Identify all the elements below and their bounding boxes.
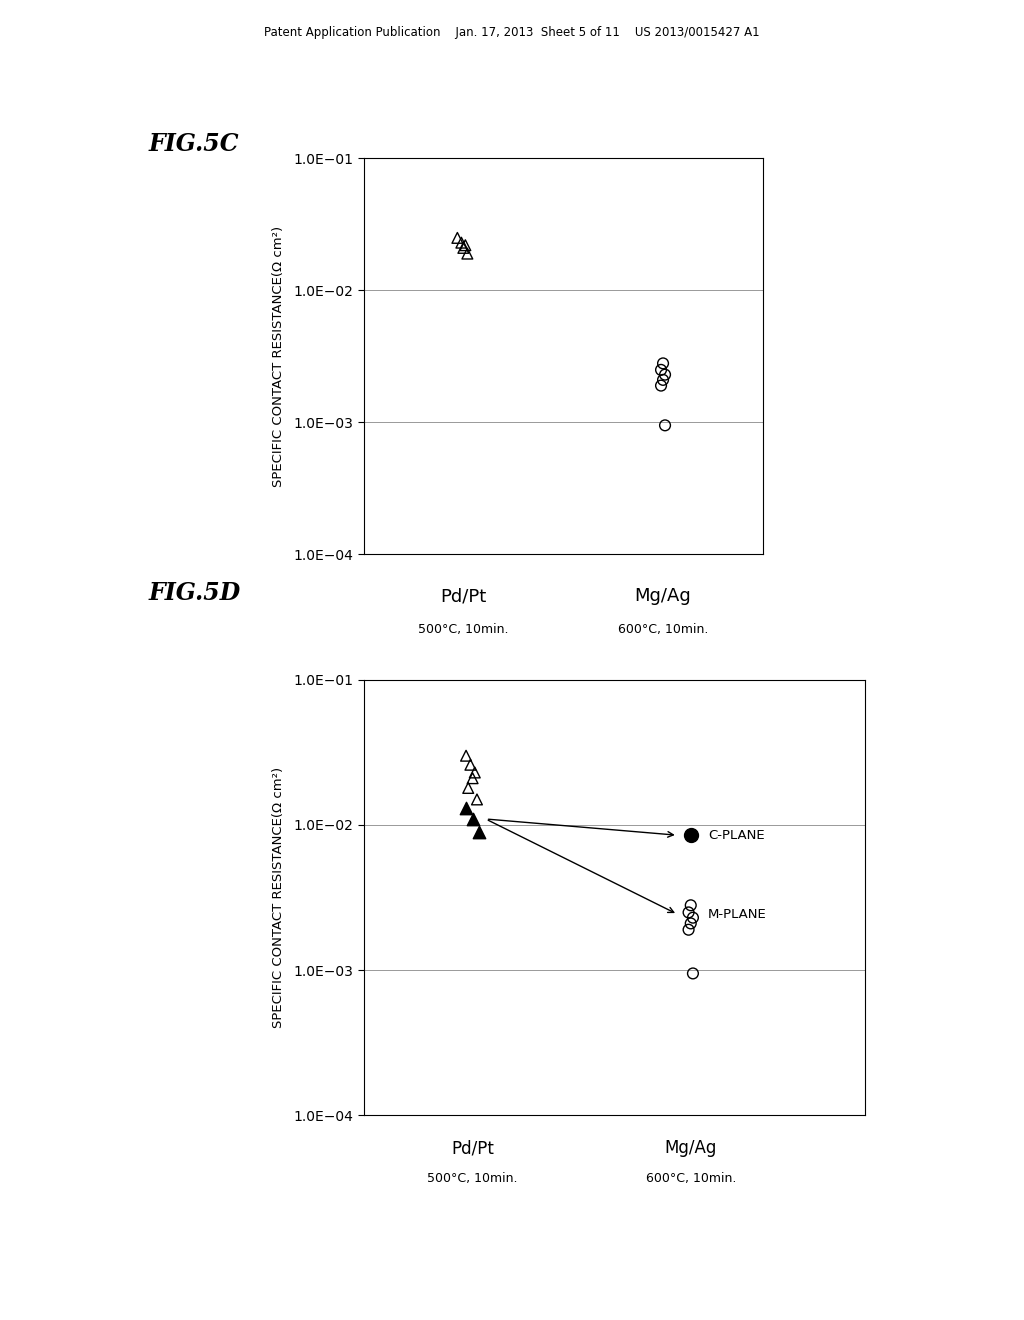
Point [454, 232, 470, 253]
Text: Patent Application Publication    Jan. 17, 2013  Sheet 5 of 11    US 2013/001542: Patent Application Publication Jan. 17, … [264, 26, 760, 40]
Point [685, 962, 701, 983]
Point [656, 364, 673, 385]
Point [458, 746, 474, 767]
Point [653, 359, 670, 380]
Text: 600°C, 10min.: 600°C, 10min. [617, 623, 709, 636]
Point [459, 243, 475, 264]
Text: FIG.5D: FIG.5D [148, 581, 241, 605]
Text: 600°C, 10min.: 600°C, 10min. [645, 1172, 736, 1185]
Point [467, 762, 483, 783]
Point [655, 370, 672, 391]
Text: 500°C, 10min.: 500°C, 10min. [427, 1172, 518, 1185]
Point [683, 895, 699, 916]
Y-axis label: SPECIFIC CONTACT RESISTANCE(Ω cm²): SPECIFIC CONTACT RESISTANCE(Ω cm²) [271, 767, 285, 1028]
Text: Pd/Pt: Pd/Pt [452, 1139, 494, 1158]
Point [680, 902, 696, 923]
Point [457, 235, 473, 256]
Text: Mg/Ag: Mg/Ag [665, 1139, 717, 1158]
Point [685, 907, 701, 928]
Point [460, 777, 476, 799]
Point [655, 352, 672, 374]
Point [683, 913, 699, 935]
Point [683, 825, 699, 846]
Point [656, 414, 673, 436]
Point [465, 768, 481, 789]
Point [458, 797, 474, 818]
Point [469, 789, 485, 810]
Point [455, 238, 471, 259]
Point [471, 821, 487, 842]
Point [450, 227, 466, 248]
Text: Mg/Ag: Mg/Ag [635, 587, 691, 606]
Text: 500°C, 10min.: 500°C, 10min. [418, 623, 509, 636]
Point [465, 808, 481, 829]
Y-axis label: SPECIFIC CONTACT RESISTANCE(Ω cm²): SPECIFIC CONTACT RESISTANCE(Ω cm²) [271, 226, 285, 487]
Text: FIG.5C: FIG.5C [148, 132, 239, 156]
Point [680, 919, 696, 940]
Text: M-PLANE: M-PLANE [709, 908, 767, 921]
Point [462, 754, 478, 775]
Text: C-PLANE: C-PLANE [709, 829, 765, 842]
Text: Pd/Pt: Pd/Pt [440, 587, 486, 606]
Point [653, 375, 670, 396]
